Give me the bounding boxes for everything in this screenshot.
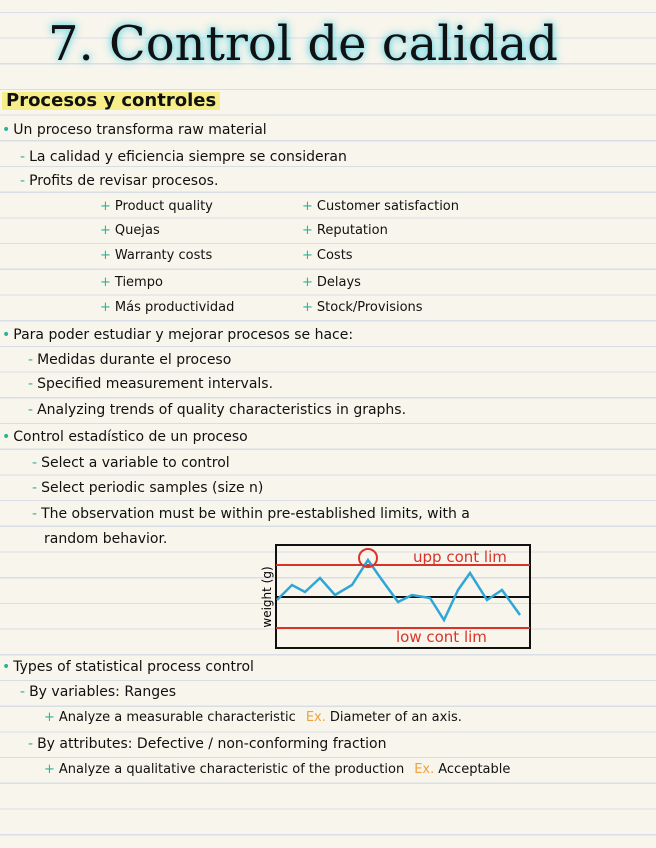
out-of-control-marker [358, 548, 378, 568]
detail-text: Analyze a qualitative characteristic of … [58, 762, 405, 777]
title: 7. Control de calidad [48, 16, 558, 72]
lower-limit-label: low cont lim [396, 628, 487, 646]
point: Profits de revisar procesos. [20, 172, 218, 190]
benefit: Tiempo [100, 274, 163, 292]
point: Select a variable to control [32, 454, 230, 472]
continuation: random behavior. [44, 531, 168, 547]
example: Diameter of an axis. [329, 710, 462, 725]
benefit: Product quality [100, 198, 213, 216]
benefit: Costs [302, 247, 353, 265]
point: Select periodic samples (size n) [32, 479, 263, 497]
example-label: Ex. [414, 762, 435, 777]
example: Acceptable [438, 762, 511, 777]
detail: Analyze a measurable characteristic Ex.Di… [44, 709, 462, 727]
bullet: Para poder estudiar y mejorar procesos s… [2, 326, 353, 344]
benefit: Delays [302, 274, 361, 292]
benefit: Quejas [100, 222, 160, 240]
bullet: Un proceso transforma raw material [2, 121, 266, 139]
bullet: Control estadístico de un proceso [2, 428, 247, 446]
point: The observation must be within pre-estab… [32, 505, 470, 523]
heading: Procesos y controles [2, 92, 221, 110]
detail-text: Analyze a measurable characteristic [58, 710, 296, 725]
point: By variables: Ranges [20, 683, 176, 701]
point: La calidad y eficiencia siempre se consi… [20, 148, 347, 166]
benefit: Customer satisfaction [302, 198, 459, 216]
y-axis-label: weight (g) [260, 566, 274, 627]
point: Specified measurement intervals. [28, 375, 273, 393]
bullet: Types of statistical process control [2, 658, 254, 676]
benefit: Stock/Provisions [302, 299, 423, 317]
point: Medidas durante el proceso [28, 351, 231, 369]
point: Analyzing trends of quality characterist… [28, 401, 406, 419]
detail: Analyze a qualitative characteristic of … [44, 761, 510, 779]
sample-line [276, 557, 522, 623]
benefit: Reputation [302, 222, 388, 240]
benefit: Warranty costs [100, 247, 212, 265]
point: By attributes: Defective / non-conformin… [28, 735, 386, 753]
example-label: Ex. [305, 710, 326, 725]
upper-limit-label: upp cont lim [413, 548, 507, 566]
benefit: Más productividad [100, 299, 234, 317]
